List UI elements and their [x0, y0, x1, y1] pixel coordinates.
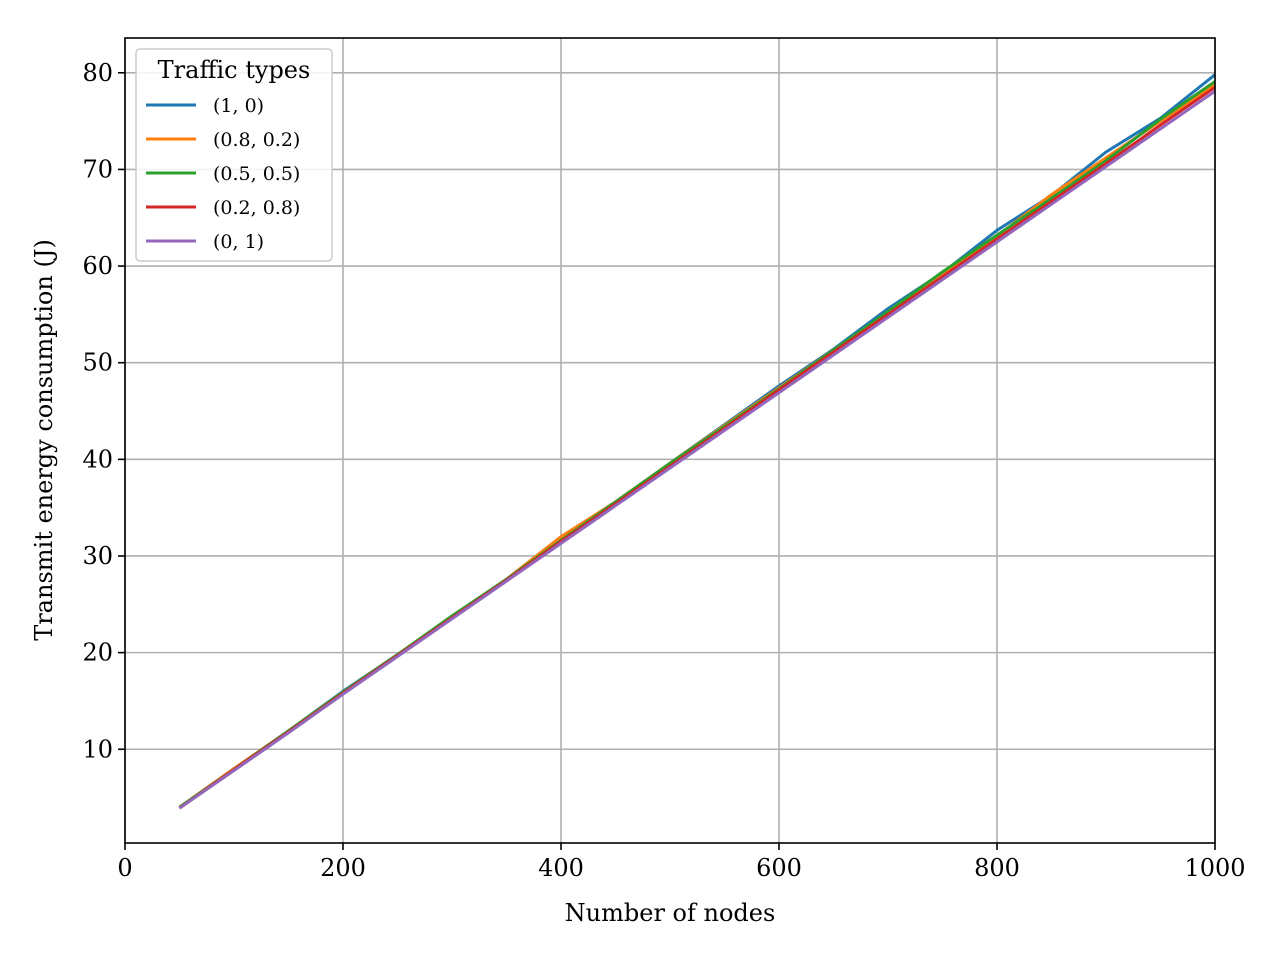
- y-tick-label: 30: [82, 542, 113, 570]
- legend-label: (0, 1): [213, 231, 264, 253]
- legend: Traffic types (1, 0) (0.8, 0.2) (0.5, 0.5)…: [135, 48, 333, 262]
- plot-frame: [124, 37, 1216, 844]
- legend-label: (0.8, 0.2): [213, 129, 300, 151]
- series-lines: [178, 73, 1216, 810]
- x-tick-label: 200: [320, 854, 366, 882]
- x-axis-ticks: 0 200 400 600 800 1000: [117, 843, 1246, 882]
- legend-label: (0.5, 0.5): [213, 163, 300, 185]
- y-tick-label: 10: [82, 735, 113, 763]
- y-tick-label: 80: [82, 59, 113, 87]
- legend-label: (1, 0): [213, 95, 264, 117]
- y-tick-label: 70: [82, 155, 113, 183]
- x-tick-label: 600: [756, 854, 802, 882]
- x-axis-label: Number of nodes: [565, 899, 776, 927]
- series-line: [178, 89, 1216, 810]
- grid-lines: [124, 38, 1216, 843]
- y-tick-label: 60: [82, 252, 113, 280]
- y-tick-label: 40: [82, 445, 113, 473]
- y-tick-label: 20: [82, 639, 113, 667]
- y-tick-label: 50: [82, 349, 113, 377]
- legend-label: (0.2, 0.8): [213, 197, 300, 219]
- x-tick-label: 1000: [1184, 854, 1245, 882]
- y-axis-ticks: 10 20 30 40 50 60 70 80: [82, 59, 125, 763]
- x-tick-label: 0: [117, 854, 132, 882]
- x-tick-label: 400: [538, 854, 584, 882]
- y-axis-label: Transmit energy consumption (J): [30, 239, 58, 641]
- legend-title: Traffic types: [158, 56, 311, 84]
- legend-items: (1, 0) (0.8, 0.2) (0.5, 0.5) (0.2, 0.8) (0, …: [146, 95, 300, 253]
- x-tick-label: 800: [974, 854, 1020, 882]
